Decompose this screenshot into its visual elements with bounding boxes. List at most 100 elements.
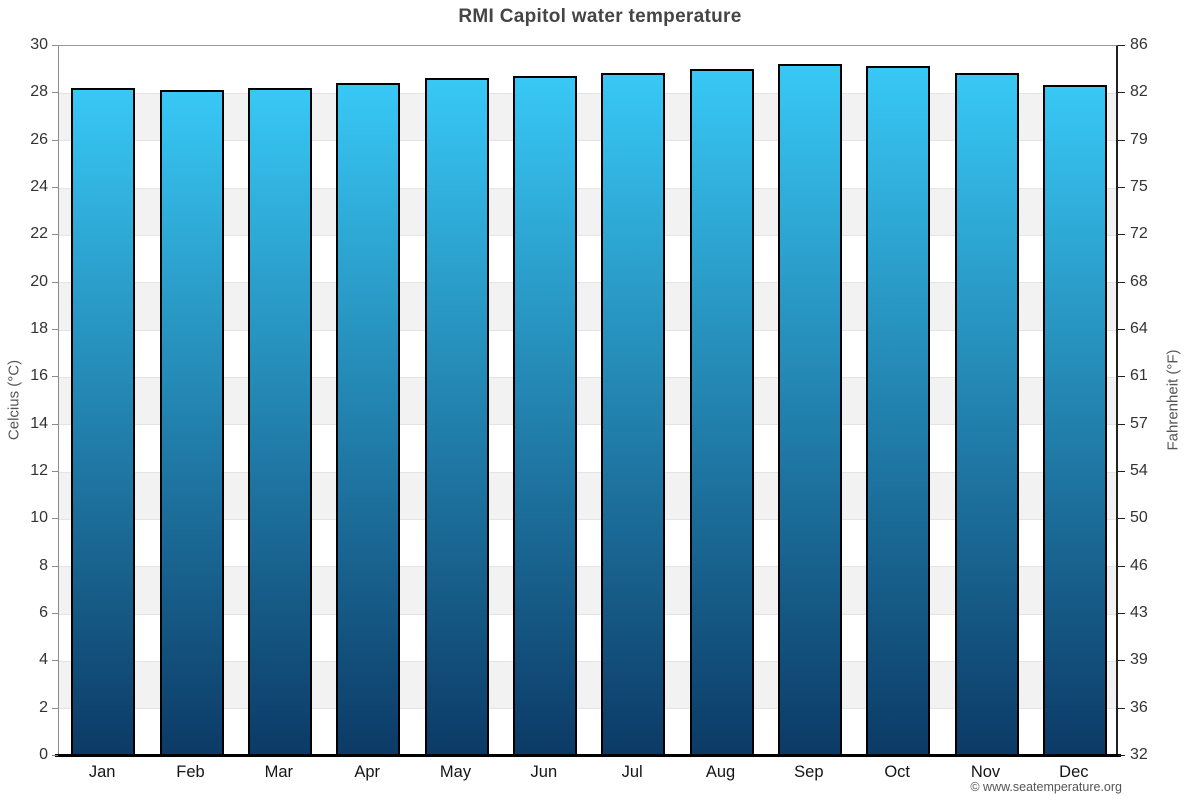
- right-tick-label: 61: [1130, 367, 1148, 385]
- left-tick-mark: [52, 234, 58, 236]
- x-tick-label-jun: Jun: [530, 763, 558, 781]
- right-tick-label: 72: [1130, 225, 1148, 243]
- x-tick-label-nov: Nov: [970, 763, 1001, 781]
- gridline: [59, 187, 1116, 189]
- grid-band: [59, 282, 1116, 330]
- right-tick-label: 68: [1130, 272, 1148, 290]
- gridline: [59, 140, 1116, 142]
- right-tick-mark: [1118, 234, 1125, 236]
- x-tick-label-may: May: [439, 763, 472, 781]
- gridline: [59, 234, 1116, 236]
- left-tick-label: 24: [30, 178, 48, 195]
- right-tick-mark: [1118, 281, 1125, 283]
- right-tick-mark: [1118, 139, 1125, 141]
- left-tick-mark: [52, 92, 58, 94]
- grid-band: [59, 188, 1116, 236]
- right-tick-label: 57: [1130, 414, 1148, 432]
- left-tick-mark: [52, 187, 58, 188]
- left-tick-label: 20: [30, 272, 48, 290]
- left-tick-label: 10: [30, 509, 48, 527]
- left-tick-mark: [52, 613, 58, 614]
- x-tick-label-dec: Dec: [1059, 763, 1089, 781]
- right-tick-mark: [1118, 423, 1125, 425]
- x-tick-label-jan: Jan: [88, 763, 116, 781]
- right-tick-label: 75: [1130, 178, 1148, 195]
- right-tick-mark: [1118, 518, 1125, 520]
- left-tick-label: 12: [30, 462, 48, 479]
- left-tick-label: 22: [30, 225, 48, 243]
- right-tick-label: 36: [1130, 698, 1148, 716]
- x-tick-label-aug: Aug: [705, 763, 736, 781]
- left-tick-label: 18: [30, 320, 48, 337]
- grid-band: [59, 661, 1116, 709]
- bar-mar: [247, 87, 312, 755]
- plot-area: [58, 45, 1118, 755]
- left-tick-mark: [52, 423, 58, 425]
- left-tick-mark: [52, 755, 58, 756]
- bar-oct: [866, 66, 931, 755]
- x-tick-label-apr: Apr: [354, 763, 380, 781]
- gridline: [59, 708, 1116, 710]
- right-tick-mark: [1118, 45, 1125, 46]
- left-tick-label: 26: [30, 130, 48, 148]
- gridline: [59, 566, 1116, 568]
- grid-band: [59, 566, 1116, 614]
- right-tick-mark: [1118, 376, 1125, 378]
- x-tick-label-jul: Jul: [621, 763, 643, 781]
- bar-sep: [777, 63, 842, 755]
- left-tick-label: 8: [39, 556, 48, 574]
- gridline: [59, 92, 1116, 94]
- grid-band: [59, 93, 1116, 141]
- gridline: [59, 376, 1116, 378]
- right-tick-label: 79: [1130, 130, 1148, 148]
- right-tick-label: 46: [1130, 556, 1148, 574]
- right-tick-mark: [1118, 329, 1125, 330]
- x-tick-label-oct: Oct: [884, 763, 910, 781]
- gridline: [59, 660, 1116, 662]
- right-tick-label: 82: [1130, 83, 1148, 101]
- gridline: [59, 613, 1116, 615]
- right-tick-mark: [1118, 471, 1125, 472]
- left-tick-mark: [52, 707, 58, 709]
- right-tick-label: 86: [1130, 36, 1148, 53]
- gridline: [59, 471, 1116, 473]
- bar-feb: [159, 89, 224, 755]
- bar-jul: [601, 73, 666, 755]
- grid-band: [59, 472, 1116, 520]
- left-tick-label: 6: [39, 604, 48, 621]
- right-tick-label: 32: [1130, 746, 1148, 763]
- right-tick-mark: [1118, 755, 1125, 756]
- right-tick-label: 54: [1130, 462, 1148, 479]
- left-tick-mark: [52, 376, 58, 378]
- bar-nov: [954, 73, 1019, 755]
- right-tick-mark: [1118, 565, 1125, 567]
- left-tick-label: 14: [30, 414, 48, 432]
- gridline: [59, 518, 1116, 520]
- right-tick-label: 64: [1130, 320, 1148, 337]
- left-tick-mark: [52, 471, 58, 472]
- left-tick-mark: [52, 281, 58, 283]
- right-tick-mark: [1118, 660, 1125, 662]
- right-tick-mark: [1118, 613, 1125, 614]
- gridline: [59, 424, 1116, 426]
- left-tick-label: 2: [39, 698, 48, 716]
- left-tick-label: 28: [30, 83, 48, 101]
- left-tick-mark: [52, 518, 58, 520]
- left-tick-mark: [52, 139, 58, 141]
- left-tick-label: 16: [30, 367, 48, 385]
- bar-may: [424, 78, 489, 755]
- bar-aug: [689, 68, 754, 755]
- right-tick-mark: [1118, 707, 1125, 709]
- gridline: [59, 282, 1116, 284]
- chart-title: RMI Capitol water temperature: [458, 6, 742, 27]
- x-axis-line: [55, 754, 1121, 757]
- right-axis-title: Fahrenheit (°F): [1164, 349, 1182, 451]
- left-tick-mark: [52, 45, 58, 46]
- right-tick-label: 43: [1130, 604, 1148, 621]
- right-tick-mark: [1118, 92, 1125, 94]
- bar-jun: [512, 75, 577, 755]
- left-tick-mark: [52, 660, 58, 662]
- gridline: [59, 329, 1116, 331]
- right-tick-mark: [1118, 187, 1125, 188]
